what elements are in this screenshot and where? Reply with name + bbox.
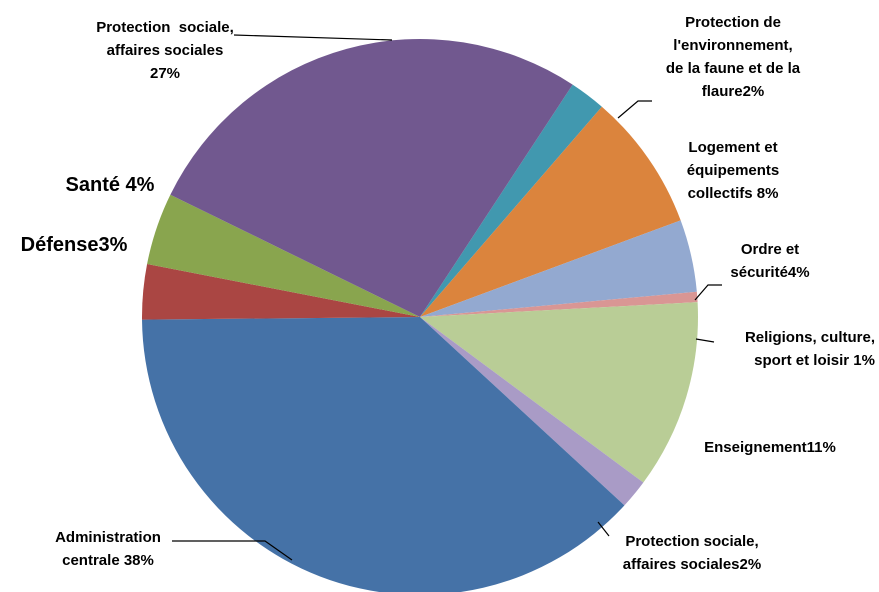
leader-line-ordre [694, 284, 722, 301]
data-label-line: 27% [150, 65, 180, 82]
data-label-line: Enseignement11% [704, 439, 836, 456]
data-label-line: collectifs 8% [688, 185, 779, 202]
leader-line-prot_env [617, 100, 652, 119]
data-label-line: Administration [55, 529, 161, 546]
data-label-line: sécurité4% [730, 264, 809, 281]
leader-line-administration [172, 540, 293, 561]
pie-slice-prot_sociale [170, 39, 573, 317]
data-label-prot_env: Protection de l'environnement, de la faune… [666, 14, 801, 100]
pie-slice-ordre [420, 220, 697, 317]
data-label-prot_sociale2: Protection sociale, affaires sociales2% [623, 533, 761, 573]
data-label-prot_sociale: Protection sociale, affaires sociales 27% [96, 19, 234, 82]
leader-lines [172, 34, 722, 561]
data-labels: Protection de l'environnement, de la faune… [21, 14, 875, 573]
data-label-ordre: Ordre et sécurité4% [730, 241, 809, 281]
data-label-line: Protection sociale, [625, 533, 758, 550]
data-label-enseignement: Enseignement11% [704, 439, 836, 456]
data-label-line: l'environnement, [673, 37, 792, 54]
data-label-line: Logement et [688, 139, 777, 156]
pie-slice-administration [142, 317, 625, 592]
data-label-line: équipements [687, 162, 780, 179]
data-label-line: affaires sociales2% [623, 556, 761, 573]
pie-slice-prot_sociale2 [420, 317, 644, 506]
data-label-line: Santé 4% [66, 174, 155, 196]
data-label-line: de la faune et de la [666, 60, 801, 77]
pie-slice-prot_env [420, 84, 602, 318]
pie-slice-sante [147, 194, 420, 317]
data-label-line: centrale 38% [62, 552, 154, 569]
data-label-line: sport et loisir 1% [754, 352, 875, 369]
data-label-religions: Religions, culture, sport et loisir 1% [745, 329, 875, 369]
data-label-line: Religions, culture, [745, 329, 875, 346]
leader-line-prot_sociale [233, 34, 393, 41]
data-label-sante: Santé 4% [66, 174, 155, 196]
data-label-line: flaure2% [702, 83, 765, 100]
data-label-administration: Administration centrale 38% [55, 529, 161, 569]
pie-slices [141, 39, 698, 592]
data-label-line: Protection sociale, [96, 19, 234, 36]
data-label-line: affaires sociales [107, 42, 224, 59]
pie-slice-enseignement [420, 302, 698, 483]
data-label-logement: Logement et équipements collectifs 8% [687, 139, 780, 202]
data-label-line: Protection de [685, 14, 781, 31]
pie-slice-defense [141, 264, 420, 320]
leader-line-prot_sociale2 [597, 521, 610, 537]
data-label-line: Défense3% [21, 234, 128, 256]
pie-slice-logement [420, 106, 681, 317]
data-label-line: Ordre et [741, 241, 799, 258]
data-label-defense: Défense3% [21, 234, 128, 256]
pie-slice-religions [420, 291, 698, 317]
leader-line-religions [695, 338, 715, 343]
